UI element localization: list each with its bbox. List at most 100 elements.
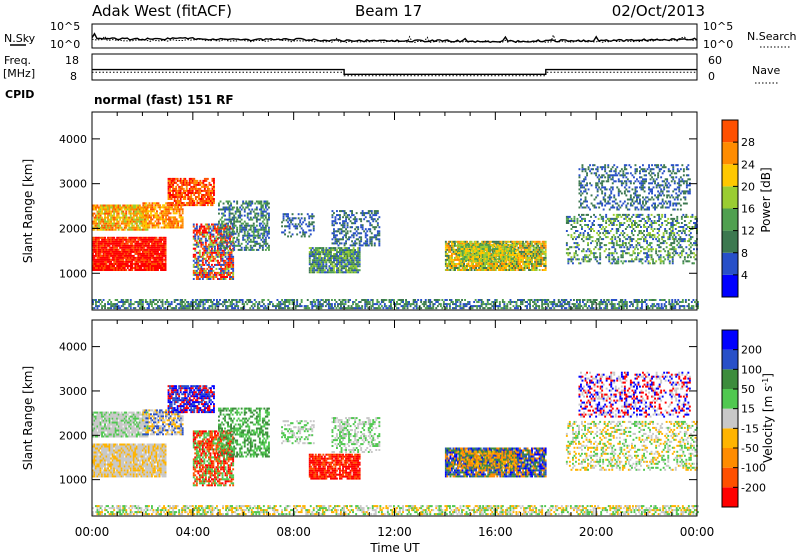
- power-cell-735: [160, 244, 162, 247]
- power-cell-1322: [162, 222, 164, 225]
- power-cell-986: [117, 214, 120, 217]
- power-cell-2694: [261, 206, 264, 209]
- power-cell-2961: [322, 247, 325, 250]
- power-cell-2679: [261, 248, 264, 251]
- power-cell-2324: [218, 232, 220, 235]
- power-cell-2438: [233, 246, 236, 249]
- power-cell-1081: [131, 216, 134, 219]
- power-cell-2338: [219, 234, 222, 237]
- noise-panel-frame: [91, 23, 698, 49]
- power-cell-2746: [268, 232, 270, 235]
- power-cell-4734: [582, 240, 585, 243]
- power-cell-3224: [358, 255, 361, 258]
- power-cell-173: [107, 250, 109, 253]
- power-cell-3044: [334, 247, 337, 250]
- power-cell-78: [98, 244, 100, 247]
- power-cell-2660: [258, 218, 261, 221]
- power-cell-4762: [587, 232, 589, 235]
- power-cell-4531: [489, 248, 492, 250]
- power-cell-286: [117, 250, 120, 253]
- power-cell-3390: [361, 244, 364, 247]
- power-cell-1121: [135, 204, 138, 207]
- power-cell-902: [107, 220, 109, 223]
- power-cell-1074: [129, 204, 132, 207]
- power-cell-3943: [496, 263, 499, 265]
- power-cell-390: [128, 265, 131, 267]
- power-cell-1841: [195, 231, 198, 234]
- power-cell-1628: [190, 194, 193, 196]
- power-cell-475: [135, 244, 138, 247]
- power-cell-2422: [230, 204, 232, 207]
- power-cell-1141: [138, 210, 141, 213]
- power-cell-505: [138, 248, 141, 251]
- power-cell-399: [128, 244, 131, 247]
- power-cell-2719: [264, 226, 267, 229]
- power-cell-425: [131, 258, 134, 261]
- power-cell-2311: [232, 255, 235, 258]
- power-cell-2376: [225, 246, 228, 249]
- power-cell-190: [108, 248, 111, 251]
- power-cell-1790: [213, 177, 215, 180]
- power-cell-4724: [581, 228, 583, 230]
- power-cell-4659: [568, 252, 571, 255]
- power-cell-2797: [294, 217, 297, 220]
- power-cell-1700: [200, 198, 203, 200]
- power-cell-565: [144, 258, 147, 261]
- power-cell-2967: [323, 257, 326, 260]
- power-cell-4374: [544, 248, 547, 251]
- power-cell-232: [113, 260, 116, 263]
- power-cell-1808: [194, 273, 197, 276]
- power-cell-4830: [599, 226, 602, 228]
- power-cell-4675: [572, 238, 574, 241]
- power-cell-311: [120, 265, 123, 267]
- power-cell-4714: [578, 213, 580, 216]
- power-cell-1789: [213, 179, 215, 182]
- power-cell-273: [116, 242, 119, 245]
- power-cell-1735: [205, 183, 208, 186]
- power-cell-678: [155, 263, 158, 265]
- power-cell-474: [135, 246, 138, 249]
- power-cell-1796: [192, 263, 195, 266]
- power-cell-74: [98, 252, 100, 255]
- power-cell-1616: [188, 192, 191, 194]
- power-cell-4816: [597, 230, 600, 232]
- power-cell-855: [101, 224, 103, 227]
- power-cell-1579: [182, 183, 185, 186]
- power-cell-771: [164, 269, 167, 271]
- power-cell-1900: [200, 227, 203, 230]
- power-cell-1321: [162, 226, 164, 229]
- power-cell-4962: [620, 215, 623, 218]
- power-cell-430: [131, 246, 134, 249]
- power-cell-1205: [142, 210, 145, 213]
- power-cell-1567: [181, 187, 184, 190]
- power-cell-381: [126, 252, 129, 255]
- power-cell-1235: [147, 212, 149, 215]
- power-cell-4368: [544, 260, 547, 263]
- power-cell-1712: [202, 189, 205, 192]
- power-cell-2555: [246, 214, 249, 217]
- power-cell-98: [99, 236, 102, 239]
- power-cell-435: [131, 236, 134, 239]
- power-cell-830: [98, 226, 100, 229]
- power-cell-99: [101, 269, 103, 271]
- power-cell-1898: [200, 233, 203, 236]
- power-cell-4776: [590, 258, 592, 261]
- power-cell-1677: [196, 179, 199, 182]
- power-cell-4378: [544, 240, 547, 243]
- power-cell-2748: [268, 228, 270, 231]
- power-cell-3026: [333, 269, 335, 272]
- power-cell-497: [138, 267, 141, 269]
- power-cell-477: [135, 240, 138, 243]
- power-cell-1387: [171, 224, 174, 227]
- power-cell-1478: [169, 192, 171, 194]
- power-cell-499: [138, 260, 141, 263]
- power-cell-815: [95, 208, 97, 211]
- power-cell-1465: [167, 192, 170, 194]
- power-cell-1226: [145, 210, 148, 213]
- power-cell-221: [111, 248, 114, 251]
- power-cell-4893: [611, 238, 614, 241]
- power-cell-3235: [331, 216, 334, 219]
- power-cell-959: [114, 226, 117, 229]
- power-cell-1406: [174, 222, 177, 225]
- power-cell-1379: [169, 218, 172, 221]
